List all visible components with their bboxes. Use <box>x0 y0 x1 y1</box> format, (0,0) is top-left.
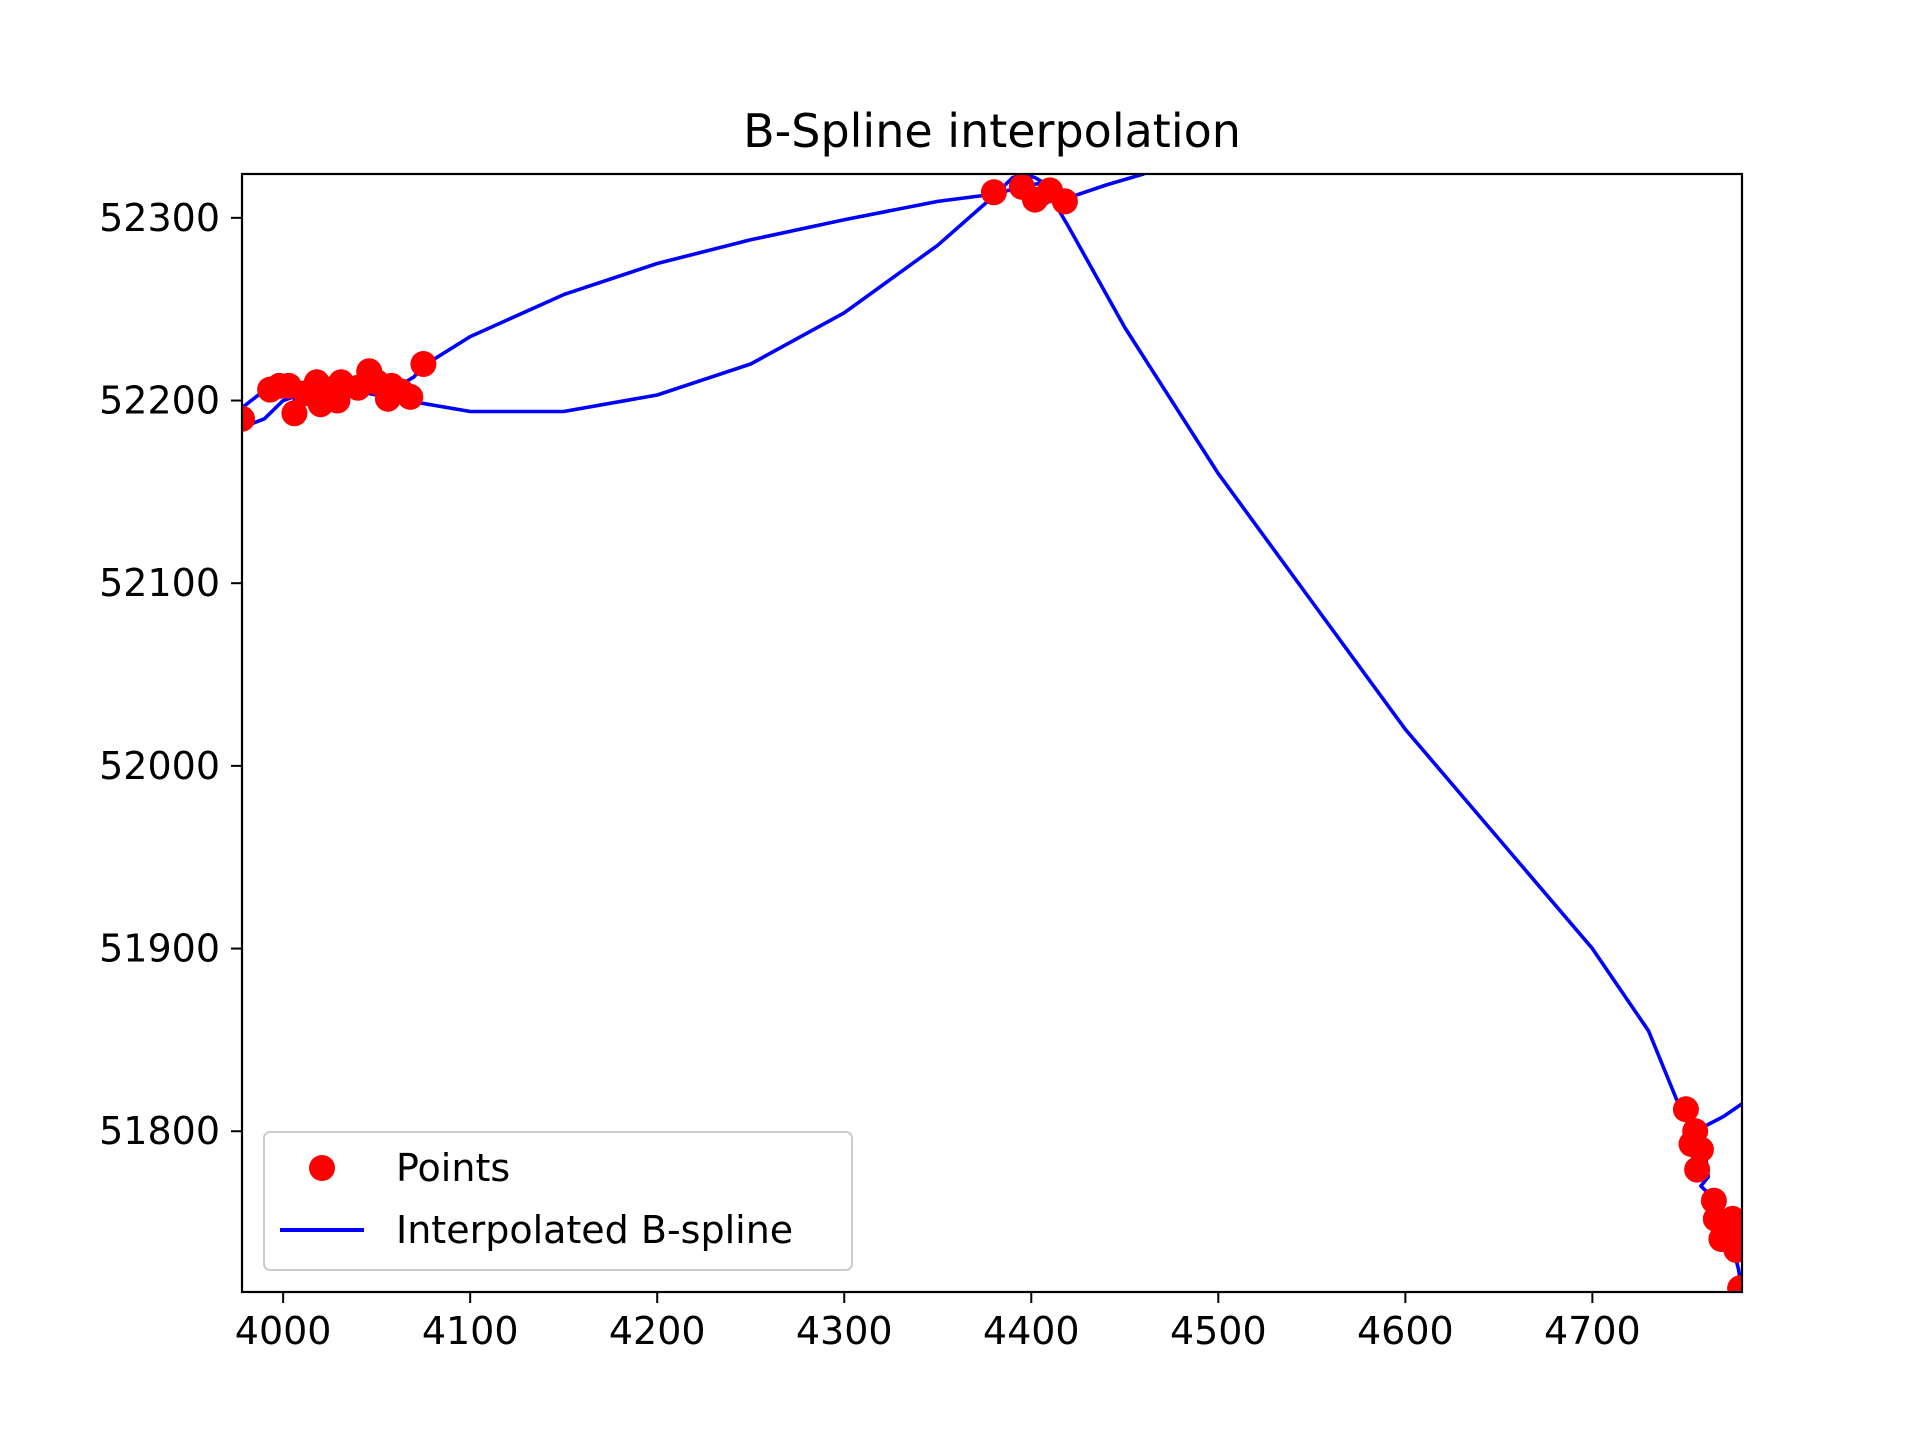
x-tick-label: 4300 <box>796 1309 893 1353</box>
x-tick-label: 4700 <box>1544 1309 1641 1353</box>
legend-marker-points <box>309 1155 335 1181</box>
data-point <box>1727 1275 1742 1292</box>
x-tick-label: 4400 <box>983 1309 1080 1353</box>
legend-label-spline: Interpolated B-spline <box>396 1208 793 1252</box>
data-point <box>1719 1205 1742 1232</box>
x-tick-label: 4200 <box>609 1309 706 1353</box>
spline-segment-2 <box>1043 186 1742 1292</box>
data-point <box>1725 1227 1742 1254</box>
y-tick-label: 51800 <box>99 1109 220 1153</box>
x-tick-label: 4500 <box>1170 1309 1267 1353</box>
data-points <box>242 174 1742 1292</box>
x-tick-label: 4000 <box>235 1309 332 1353</box>
legend: Points Interpolated B-spline <box>263 1131 853 1271</box>
y-tick-label: 51900 <box>99 927 220 971</box>
data-point <box>410 351 437 377</box>
y-tick-label: 52300 <box>99 196 220 240</box>
data-point <box>242 405 255 432</box>
x-tick-label: 4600 <box>1357 1309 1454 1353</box>
x-tick-label: 4100 <box>422 1309 519 1353</box>
y-tick-label: 52200 <box>99 379 220 423</box>
data-point <box>1672 1096 1699 1123</box>
y-axis: 51800 51900 52000 52100 52200 52300 <box>99 196 242 1153</box>
data-point <box>980 179 1007 206</box>
legend-label-points: Points <box>396 1146 510 1190</box>
data-point <box>397 383 424 410</box>
plot-area <box>242 174 1742 1292</box>
data-point <box>281 400 308 427</box>
plot-frame <box>240 172 1744 1294</box>
data-point <box>1051 188 1078 215</box>
chart-title: B-Spline interpolation <box>743 104 1241 158</box>
data-point <box>1684 1156 1711 1183</box>
y-tick-label: 52000 <box>99 744 220 788</box>
legend-box <box>263 1131 853 1271</box>
x-axis: 4000 4100 4200 4300 4400 4500 4600 4700 <box>235 1292 1641 1353</box>
y-tick-label: 52100 <box>99 561 220 605</box>
data-point <box>1687 1136 1714 1163</box>
spline-lines <box>242 174 1742 1292</box>
